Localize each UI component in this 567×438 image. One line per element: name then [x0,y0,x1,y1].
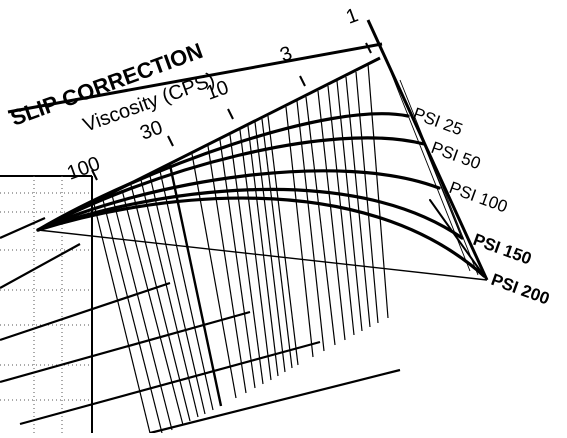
grid-line [261,118,293,369]
grid-line [285,106,314,358]
lower-boundary-line [37,229,488,281]
fan-line [0,310,251,384]
pressure-curves [36,112,486,278]
grid-line [239,129,272,381]
grid-line [159,170,214,411]
grid-line [140,179,199,418]
tick-1 [365,42,372,54]
tick-label-1: 1 [343,4,361,28]
top-scale-border [7,42,383,114]
tick-10 [227,108,234,120]
curve-psi-100 [36,169,441,232]
grid-line [229,134,264,385]
psi-connector [429,199,485,277]
grid-line [317,90,346,341]
psi-connector [423,143,463,239]
fan-lines [0,216,401,435]
grid-line [111,194,173,431]
grid-line [207,145,247,394]
curve-psi-50 [36,136,426,232]
grid-line [267,115,299,366]
grid-line [367,63,389,319]
label-psi-200: PSI 200 [489,270,552,309]
fan-line [19,340,321,426]
tick-100 [91,169,98,181]
grid-line [93,203,151,434]
grid-line [149,175,206,415]
grid-line [254,121,286,373]
grid-line [327,85,355,336]
grid-line [219,139,256,389]
tick-label-100: 100 [64,153,103,185]
fan-line [0,281,171,342]
grid-line-major [168,164,223,407]
tick-label-30: 30 [137,116,165,144]
grid-line [336,80,363,332]
fan-line [0,243,81,289]
grid-line [102,199,163,434]
grid-line [247,125,279,377]
curve-psi-150 [36,187,464,240]
fan-line [149,368,401,435]
grid-line [399,79,479,276]
nomogram-axes [7,19,489,281]
curve-psi-200 [36,196,486,278]
fan-line [0,216,46,240]
axis-ticks [91,42,372,181]
right-scale-border [366,19,489,281]
log-grid [93,63,479,434]
curve-psi-25 [36,112,410,232]
grid-line [130,184,191,422]
tick-3 [299,75,306,87]
grid-line [345,76,371,328]
tick-30 [167,135,174,147]
grid-line [121,189,184,426]
grid-line [305,96,336,346]
